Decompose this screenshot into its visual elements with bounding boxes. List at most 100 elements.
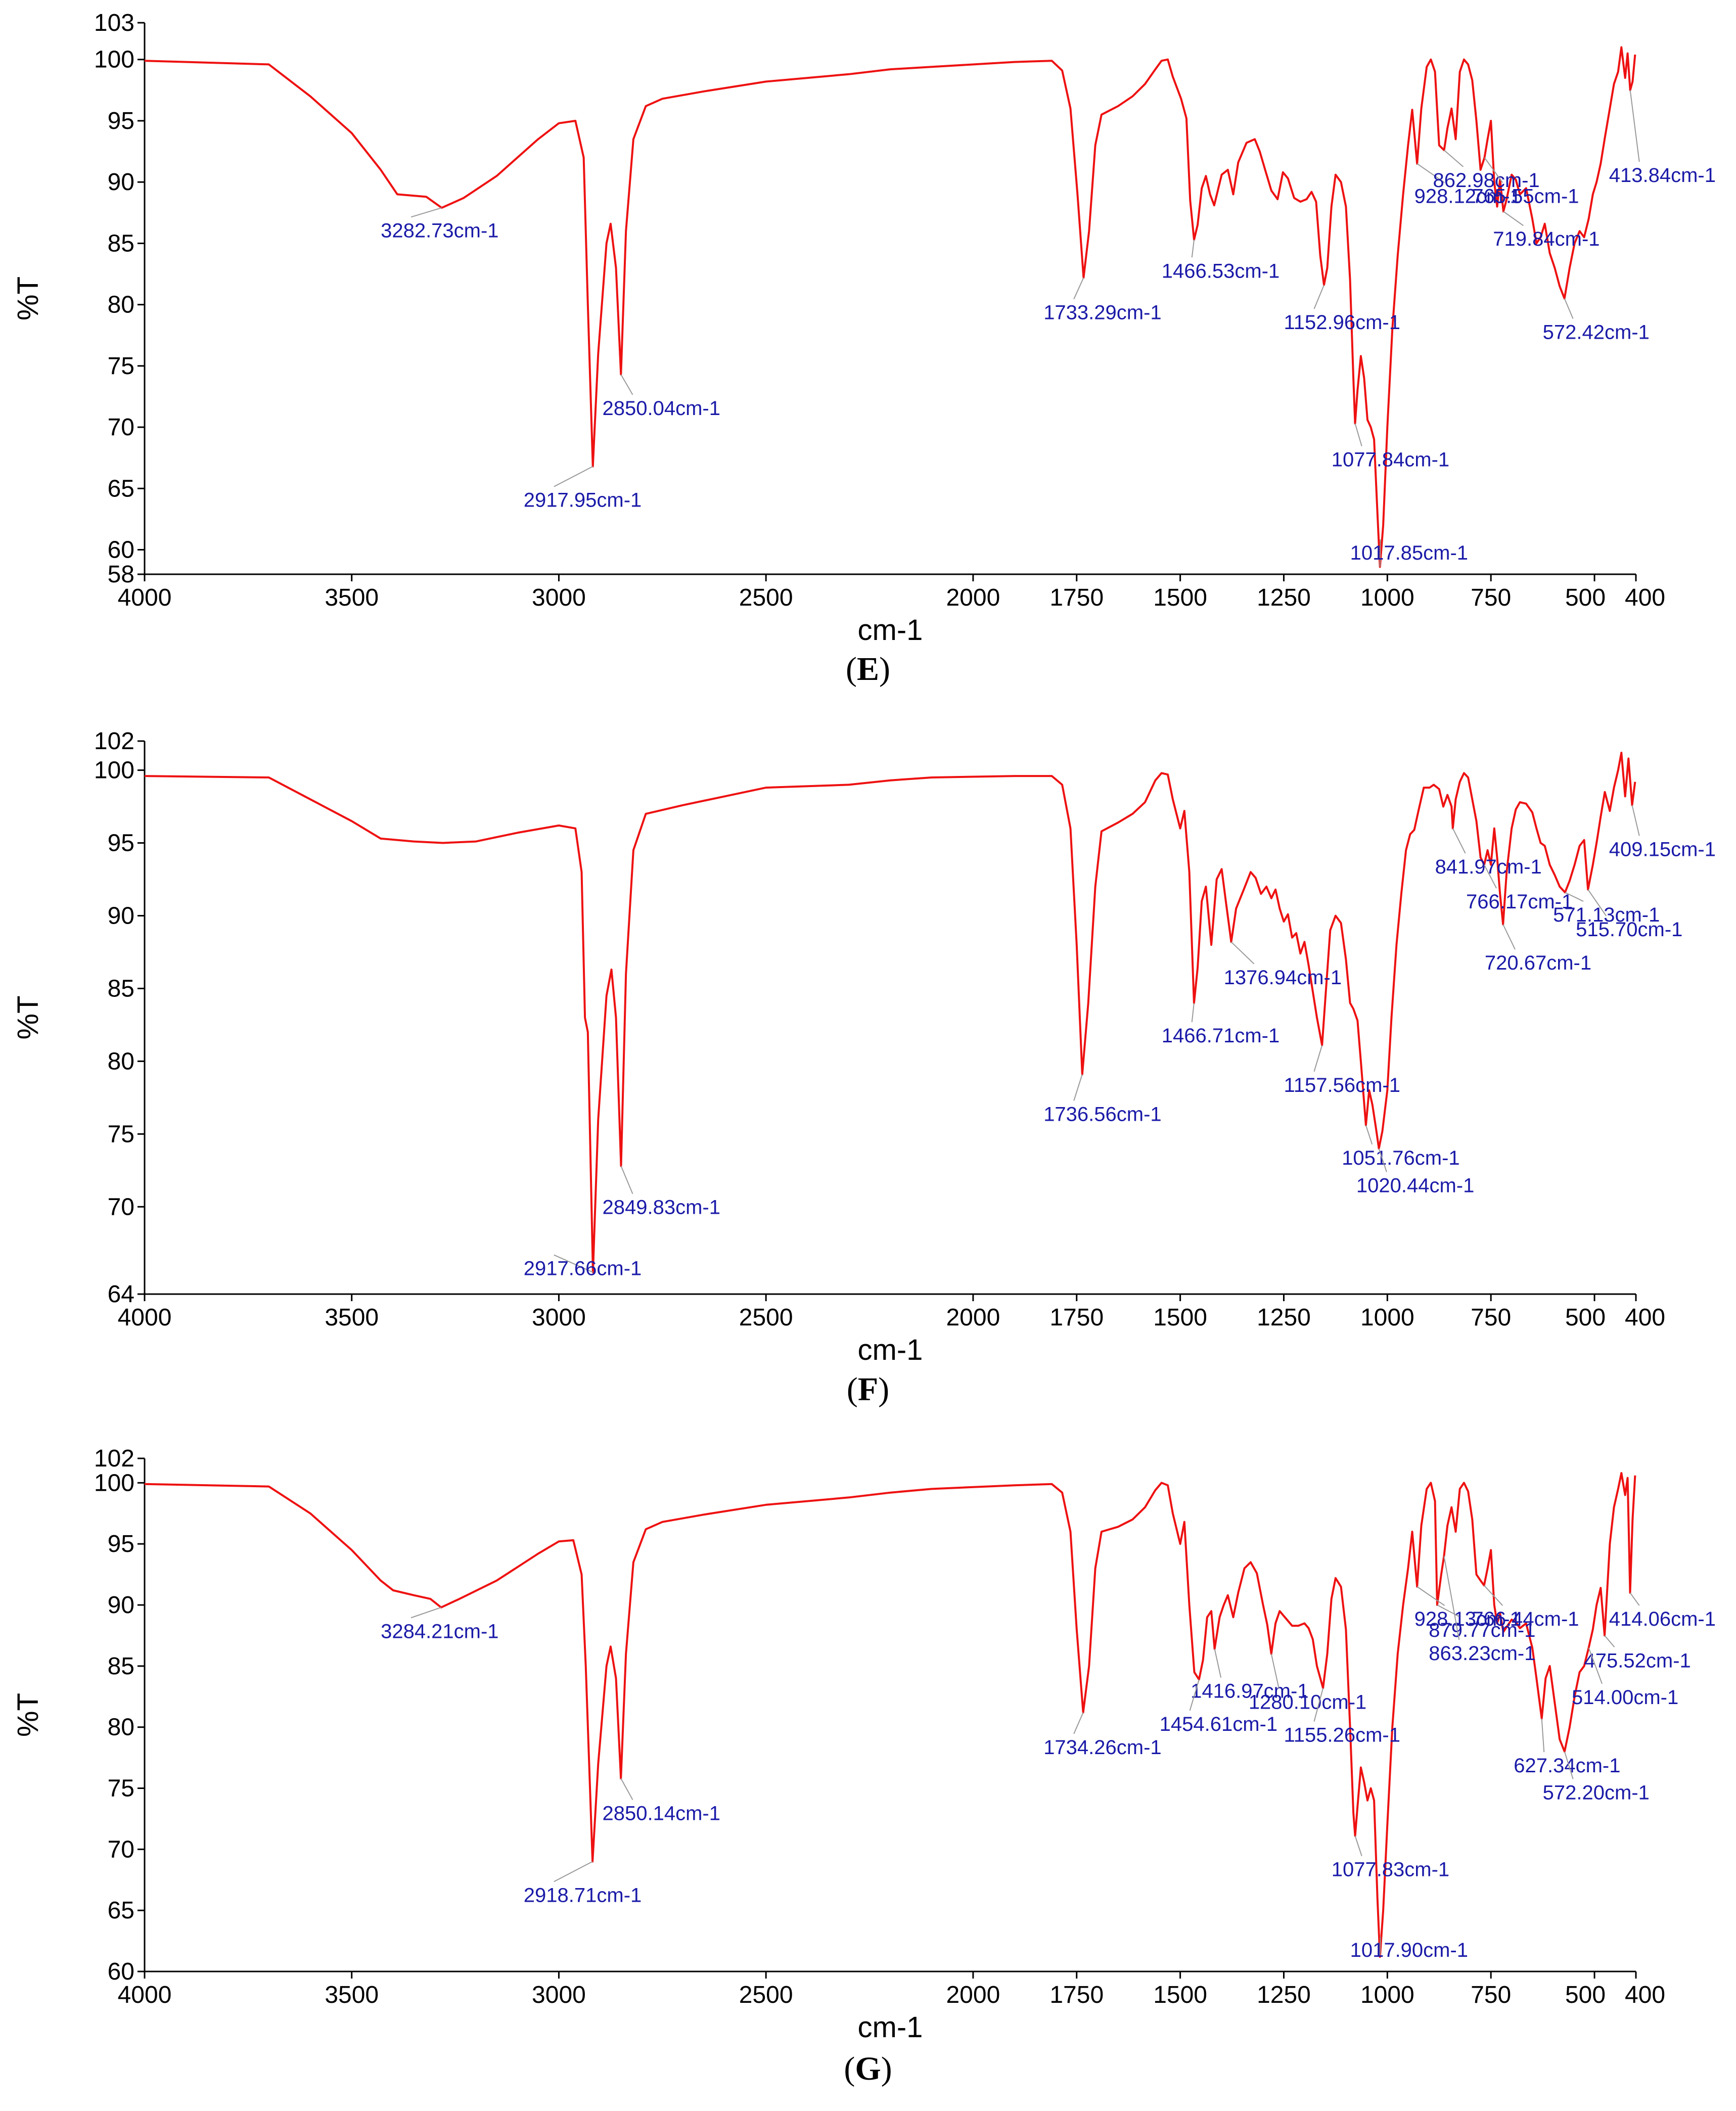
chart-g-peak-label: 2918.71cm-1 (524, 1884, 642, 1906)
chart-f-peak-leader (1365, 1125, 1373, 1145)
chart-f-peak-label: 515.70cm-1 (1576, 919, 1682, 941)
chart-f-panel-label: (F) (847, 1371, 889, 1408)
chart-f-peak-label: 1466.71cm-1 (1162, 1025, 1280, 1047)
chart-e-peak-leader (1443, 150, 1464, 167)
chart-g-peak-label: 1454.61cm-1 (1160, 1713, 1277, 1735)
chart-f-x-tick-label: 500 (1565, 1304, 1606, 1331)
chart-g-x-axis-title: cm-1 (858, 2011, 923, 2044)
chart-f-peak-label: 1376.94cm-1 (1224, 967, 1342, 989)
chart-f-peak-label: 1020.44cm-1 (1356, 1174, 1474, 1197)
chart-g-y-tick-label: 75 (108, 1775, 134, 1802)
chart-e-y-tick-label: 65 (108, 475, 134, 502)
chart-e-y-axis-title: %T (12, 277, 44, 320)
chart-g-y-tick-label: 70 (108, 1836, 134, 1863)
chart-e-y-tick-label: 70 (108, 414, 134, 441)
chart-g-x-tick-label: 500 (1565, 1982, 1606, 2008)
chart-e-peak-leader (1073, 277, 1084, 300)
chart-g-panel-letter: G (855, 2050, 881, 2087)
chart-g-peak-leader (1313, 1688, 1324, 1722)
chart-e-y-tick-label: 60 (108, 537, 134, 564)
chart-f-x-tick-label: 3000 (532, 1304, 586, 1331)
chart-g-x-tick-label: 3500 (325, 1982, 379, 2008)
chart-f-y-tick-label: 64 (108, 1281, 134, 1308)
chart-g-y-tick-label: 65 (108, 1897, 134, 1924)
chart-f-peak-label: 1051.76cm-1 (1342, 1147, 1459, 1169)
chart-f-x-tick-label: 3500 (325, 1304, 379, 1331)
chart-e-panel-label: (E) (846, 651, 890, 687)
chart-g-peak-label: 414.06cm-1 (1609, 1608, 1716, 1630)
chart-e-x-tick-label: 400 (1625, 584, 1665, 611)
chart-e-peak-leader (1564, 298, 1574, 319)
chart-g-peak-leader (1214, 1648, 1222, 1678)
chart-e-peak-label: 413.84cm-1 (1609, 164, 1716, 187)
chart-g-y-tick-label: 95 (108, 1531, 134, 1557)
chart-e-x-tick-label: 2000 (946, 584, 1000, 611)
chart-g-y-tick-label: 90 (108, 1592, 134, 1619)
chart-g-peak-leader (1189, 1679, 1200, 1711)
chart-f-y-tick-label: 102 (94, 728, 134, 755)
chart-e-panel-letter: E (857, 651, 879, 687)
chart-e-peak-leader (410, 207, 442, 218)
chart-e-peak-label: 1077.84cm-1 (1332, 449, 1449, 471)
chart-g-panel-label: (G) (844, 2050, 892, 2087)
chart-f-y-tick-label: 75 (108, 1121, 134, 1148)
chart-e-peak-label: 1017.85cm-1 (1350, 542, 1468, 564)
chart-e-x-tick-label: 750 (1471, 584, 1511, 611)
chart-g-peak-label: 2850.14cm-1 (602, 1802, 720, 1824)
chart-g-peak-label: 627.34cm-1 (1514, 1755, 1620, 1777)
chart-f-y-tick-label: 85 (108, 975, 134, 1002)
chart-f-peak-label: 720.67cm-1 (1485, 952, 1591, 974)
chart-g-peak-label: 766.44cm-1 (1472, 1608, 1579, 1630)
chart-f-x-tick-label: 4000 (118, 1304, 172, 1331)
chart-g-x-tick-label: 750 (1471, 1982, 1511, 2008)
chart-f-y-tick-label: 95 (108, 830, 134, 857)
chart-g-x-tick-label: 3000 (532, 1982, 586, 2008)
chart-g-x-tick-label: 2500 (739, 1982, 793, 2008)
chart-f-y-axis-title: %T (12, 996, 44, 1040)
chart-g-peak-label: 879.77cm-1 (1429, 1619, 1535, 1641)
chart-g-x-tick-label: 1500 (1153, 1982, 1207, 2008)
chart-e-x-tick-label: 4000 (118, 584, 172, 611)
chart-e-peak-label: 1466.53cm-1 (1162, 260, 1280, 282)
chart-e-x-tick-label: 1250 (1257, 584, 1311, 611)
chart-f-peak-label: 1736.56cm-1 (1043, 1103, 1161, 1125)
chart-f-peak-leader (1587, 889, 1607, 916)
chart-e-y-tick-label: 58 (108, 561, 134, 588)
chart-e-peak-leader (1503, 211, 1524, 226)
chart-e-x-tick-label: 1750 (1049, 584, 1104, 611)
chart-e-peak-leader (1629, 90, 1640, 162)
chart-g-peak-leader (1629, 1592, 1640, 1606)
chart-g-peak-leader (1588, 1647, 1603, 1684)
chart-g-x-tick-label: 1250 (1257, 1982, 1311, 2008)
chart-f-peak-label: 766.17cm-1 (1466, 891, 1573, 913)
chart-e-y-tick-label: 75 (108, 353, 134, 380)
chart-e-peak-leader (1484, 157, 1503, 183)
chart-f-peak-leader (620, 1166, 633, 1195)
chart-f-peak-leader (554, 1254, 593, 1273)
chart-f-x-tick-label: 1000 (1360, 1304, 1414, 1331)
chart-g-peak-label: 514.00cm-1 (1572, 1686, 1678, 1709)
chart-f-x-tick-label: 750 (1471, 1304, 1511, 1331)
chart-f-x-axis-title: cm-1 (858, 1334, 923, 1366)
chart-f-peak-label: 571.13cm-1 (1553, 904, 1660, 926)
chart-e-peak-label: 1152.96cm-1 (1284, 311, 1400, 334)
chart-g-peak-leader (1379, 1936, 1381, 1957)
chart-g-peak-label: 928.13cm-1 (1414, 1608, 1521, 1630)
chart-g-peak-leader (1541, 1718, 1545, 1753)
chart-g-y-axis-title: %T (12, 1693, 44, 1737)
chart-f-x-tick-label: 2000 (946, 1304, 1000, 1331)
chart-e-x-tick-label: 3000 (532, 584, 586, 611)
chart-g-y-tick-label: 60 (108, 1958, 134, 1985)
chart-g-x-tick-label: 400 (1625, 1982, 1665, 2008)
chart-g-peak-label: 3284.21cm-1 (381, 1620, 498, 1642)
chart-f-peak-leader (1191, 1003, 1195, 1023)
chart-f-y-tick-label: 70 (108, 1194, 134, 1220)
chart-g-peak-label: 475.52cm-1 (1584, 1649, 1691, 1672)
chart-f-x-tick-label: 1500 (1153, 1304, 1207, 1331)
chart-e-x-tick-label: 2500 (739, 584, 793, 611)
chart-e-peak-label: 572.42cm-1 (1543, 322, 1650, 344)
chart-f-x-tick-label: 400 (1625, 1304, 1665, 1331)
chart-g-peak-label: 1077.83cm-1 (1332, 1859, 1449, 1881)
chart-e-peak-label: 2850.04cm-1 (602, 397, 720, 420)
